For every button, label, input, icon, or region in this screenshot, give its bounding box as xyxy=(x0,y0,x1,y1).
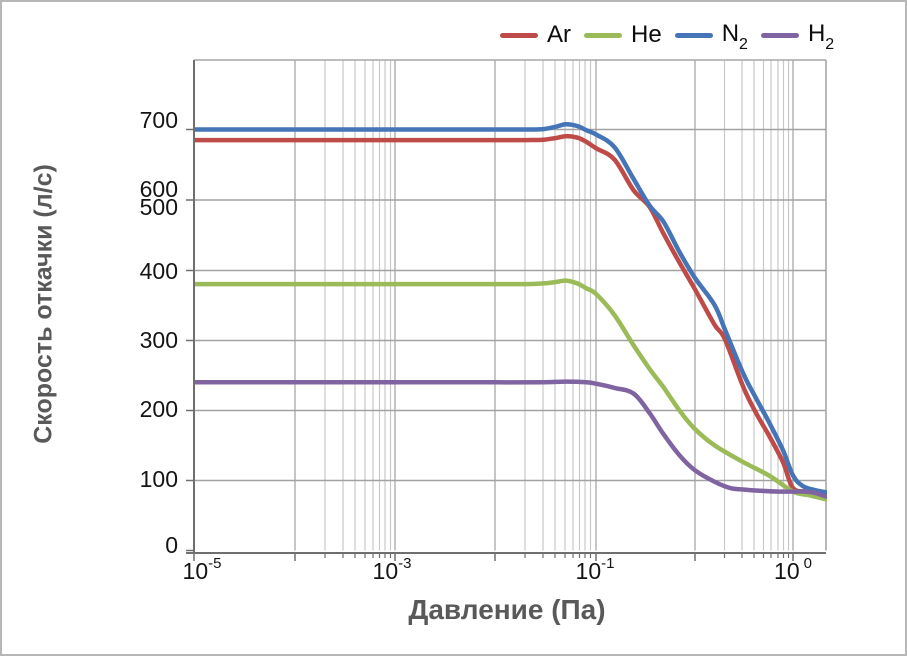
legend-swatch xyxy=(760,32,799,38)
x-tick-label: 10 0 xyxy=(743,555,843,584)
y-axis-title: Скорость откачки (л/с) xyxy=(29,164,58,444)
legend-label-subscript: 2 xyxy=(739,35,748,53)
legend-label: He xyxy=(631,21,662,48)
x-tick-exponent: 0 xyxy=(803,555,812,573)
legend-item-ar: Ar xyxy=(500,20,571,50)
y-tick-label: 700 xyxy=(139,107,178,133)
curve-h2 xyxy=(194,379,827,499)
y-tick-label: 300 xyxy=(139,327,178,353)
x-tick-label: 10-3 xyxy=(342,555,442,584)
x-tick-base: 10 xyxy=(575,558,602,584)
x-tick-exponent: -1 xyxy=(601,555,615,573)
y-tick-label: 200 xyxy=(139,396,178,422)
curve-ar xyxy=(194,133,827,496)
legend-label-subscript: 2 xyxy=(825,35,835,53)
x-tick-base: 10 xyxy=(182,558,209,584)
y-tick-label: 0 xyxy=(165,532,178,558)
x-tick-base: 10 xyxy=(372,558,399,584)
x-tick-label: 10-1 xyxy=(545,555,645,584)
y-tick-label: 500 xyxy=(139,193,178,220)
legend-swatch xyxy=(500,32,538,38)
legend-item-he: He xyxy=(584,20,662,50)
y-tick-label: 400 xyxy=(139,258,178,284)
x-tick-exponent: -3 xyxy=(398,555,412,573)
x-tick-label: 10-5 xyxy=(152,555,252,584)
x-tick-exponent: -5 xyxy=(208,555,222,573)
legend-item-h2: H2 xyxy=(760,19,835,53)
legend: Ar He N2 H2 xyxy=(500,19,835,53)
y-tick-label: 100 xyxy=(139,466,178,492)
legend-item-n2: N2 xyxy=(674,19,748,53)
curve-he xyxy=(194,278,827,502)
y-tick-label: 600 xyxy=(139,176,178,202)
x-tick-base: 10 xyxy=(774,558,800,584)
legend-swatch xyxy=(674,32,713,38)
legend-swatch xyxy=(584,32,622,38)
curve-n2 xyxy=(194,121,827,495)
legend-label: N2 xyxy=(721,20,748,53)
legend-label: Ar xyxy=(547,21,571,48)
legend-label: H2 xyxy=(807,20,835,53)
x-axis-title: Давление (Па) xyxy=(408,594,606,625)
